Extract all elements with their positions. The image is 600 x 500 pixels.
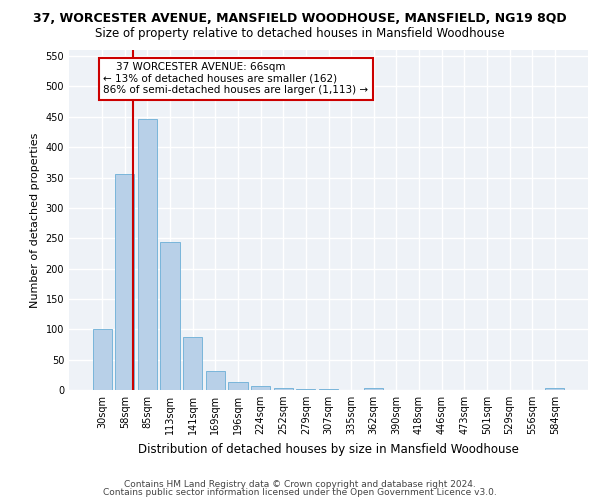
X-axis label: Distribution of detached houses by size in Mansfield Woodhouse: Distribution of detached houses by size … <box>138 442 519 456</box>
Bar <box>364 388 383 390</box>
Y-axis label: Number of detached properties: Number of detached properties <box>30 132 40 308</box>
Text: Size of property relative to detached houses in Mansfield Woodhouse: Size of property relative to detached ho… <box>95 28 505 40</box>
Text: 37, WORCESTER AVENUE, MANSFIELD WOODHOUSE, MANSFIELD, NG19 8QD: 37, WORCESTER AVENUE, MANSFIELD WOODHOUS… <box>33 12 567 26</box>
Bar <box>92 330 112 390</box>
Bar <box>183 337 202 390</box>
Text: 37 WORCESTER AVENUE: 66sqm
← 13% of detached houses are smaller (162)
86% of sem: 37 WORCESTER AVENUE: 66sqm ← 13% of deta… <box>103 62 368 96</box>
Bar <box>229 382 248 390</box>
Bar <box>296 389 316 390</box>
Text: Contains public sector information licensed under the Open Government Licence v3: Contains public sector information licen… <box>103 488 497 497</box>
Text: Contains HM Land Registry data © Crown copyright and database right 2024.: Contains HM Land Registry data © Crown c… <box>124 480 476 489</box>
Bar <box>206 370 225 390</box>
Bar <box>160 242 180 390</box>
Bar <box>545 388 565 390</box>
Bar <box>251 386 270 390</box>
Bar <box>115 174 134 390</box>
Bar <box>138 118 157 390</box>
Bar <box>274 388 293 390</box>
